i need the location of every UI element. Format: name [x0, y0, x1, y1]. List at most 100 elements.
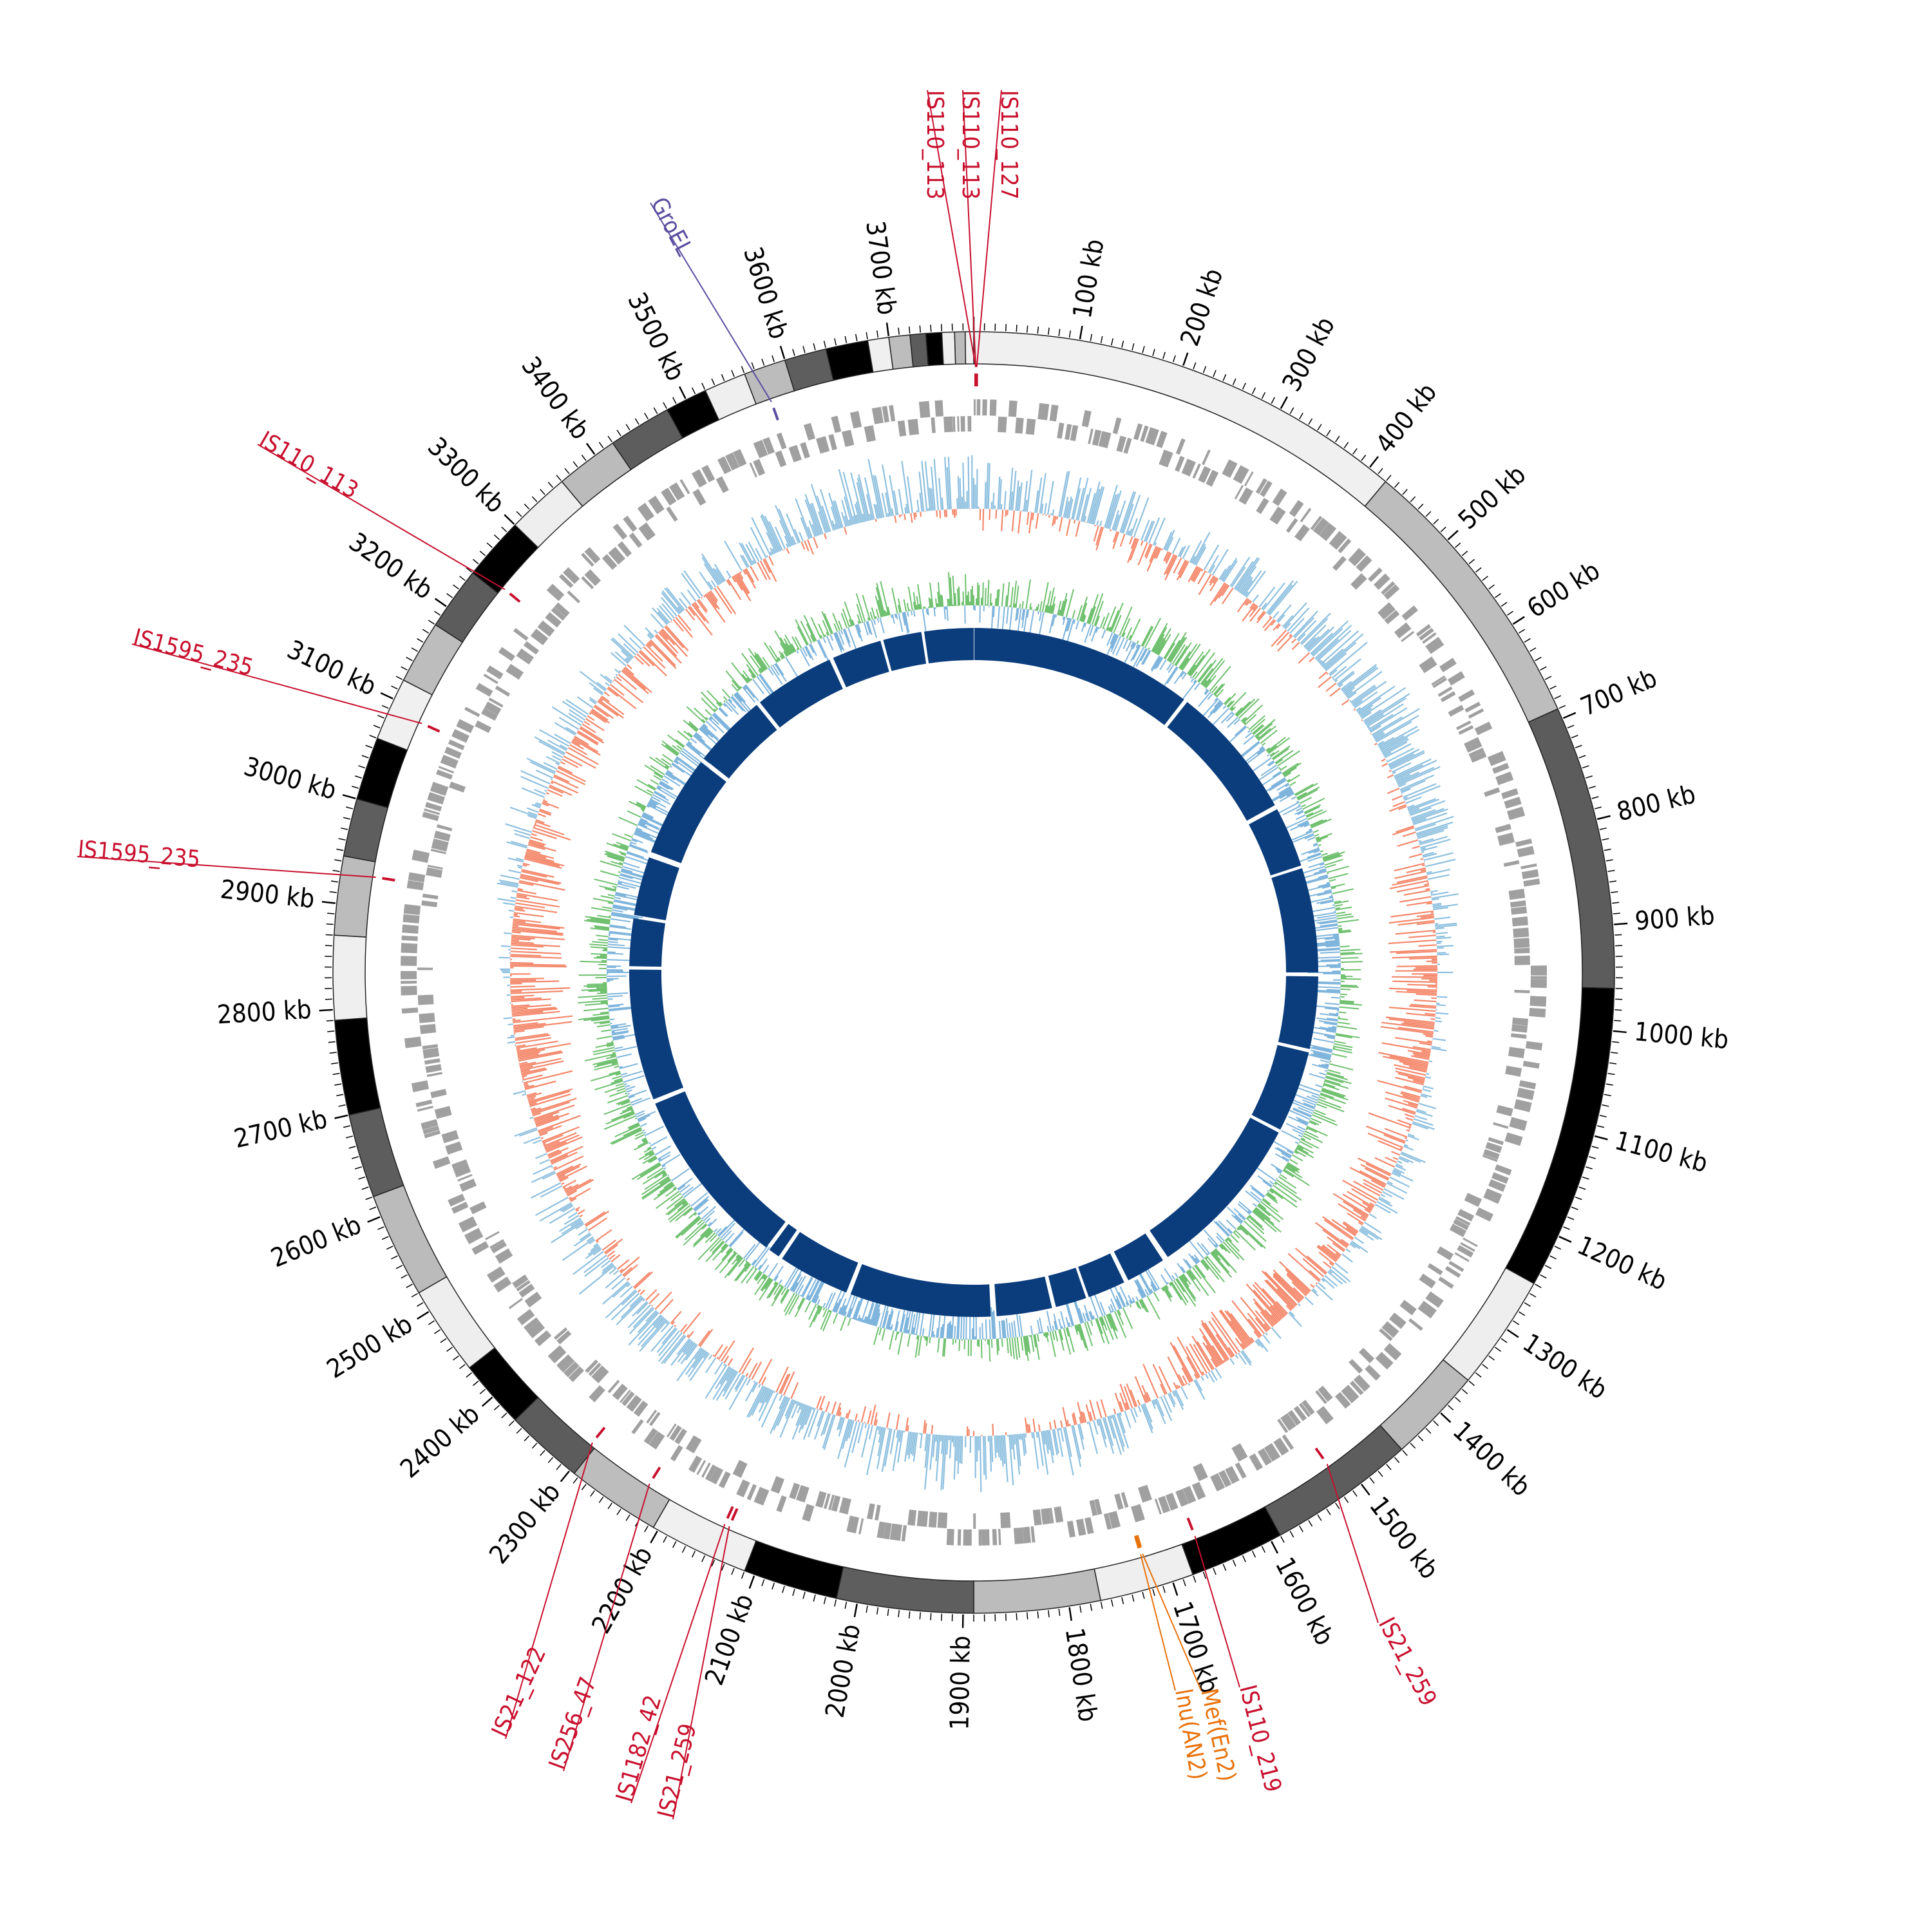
minor-tick	[1535, 656, 1542, 661]
major-tick	[321, 900, 336, 904]
blast-hit	[650, 762, 726, 864]
cds-feature	[458, 1216, 478, 1233]
cds-feature	[401, 943, 418, 954]
cds-feature	[1488, 1137, 1504, 1146]
cds-feature	[1358, 1347, 1375, 1363]
minor-tick	[1571, 1206, 1578, 1210]
cds-feature	[401, 985, 417, 996]
tick-label: 2200 kb	[586, 1542, 658, 1638]
gc-content-below	[509, 509, 1438, 1437]
minor-tick	[358, 765, 366, 769]
cds-feature	[1519, 1080, 1537, 1090]
tick-label: 1000 kb	[1633, 1017, 1730, 1055]
cds-feature	[451, 1202, 469, 1214]
cds-feature	[1495, 824, 1511, 833]
minor-tick	[663, 1536, 667, 1543]
cds-feature	[897, 420, 907, 437]
blast-hit	[782, 1231, 858, 1293]
tick-label: 2500 kb	[322, 1309, 418, 1385]
cds-feature	[1368, 567, 1383, 582]
minor-tick	[607, 435, 612, 442]
tick-label: 1700 kb	[1167, 1598, 1224, 1697]
minor-tick	[329, 1052, 337, 1054]
cds-feature	[434, 1106, 452, 1119]
cds-feature	[1264, 1443, 1281, 1462]
cds-feature	[1437, 686, 1453, 697]
cds-feature	[931, 417, 936, 433]
minor-tick	[1495, 592, 1501, 598]
cds-feature	[623, 515, 638, 532]
minor-tick	[1289, 407, 1294, 414]
cds-feature	[1165, 1493, 1179, 1511]
cds-feature	[1513, 938, 1530, 949]
minor-tick	[547, 482, 554, 488]
cds-feature	[1041, 1508, 1052, 1525]
minor-tick	[598, 1496, 604, 1503]
major-tick	[380, 692, 393, 700]
cds-feature	[1154, 1499, 1162, 1515]
cds-feature	[1103, 1513, 1112, 1530]
gc-skew-negative	[606, 605, 1341, 1340]
cds-feature	[621, 1391, 635, 1406]
cds-feature	[438, 766, 455, 774]
minor-tick	[377, 715, 384, 719]
cds-feature	[1249, 1453, 1264, 1471]
cds-feature	[1482, 1154, 1498, 1162]
minor-tick	[1597, 1125, 1605, 1128]
blast-hit	[994, 1276, 1052, 1316]
minor-tick	[1544, 676, 1552, 680]
feature-mark	[772, 407, 779, 421]
cds-feature	[1495, 772, 1514, 786]
minor-tick	[1005, 1613, 1007, 1621]
cds-feature	[846, 1515, 860, 1533]
contig-segment	[573, 1447, 670, 1528]
cds-feature	[1431, 675, 1446, 686]
cds-feature	[1037, 402, 1050, 421]
contig-segment	[888, 334, 914, 370]
minor-tick	[516, 511, 522, 517]
cds-feature	[1508, 1046, 1525, 1059]
cds-feature	[1379, 1328, 1393, 1341]
cds-feature	[563, 567, 580, 584]
minor-tick	[1612, 902, 1620, 904]
cds-feature	[431, 838, 449, 852]
cds-feature	[513, 628, 529, 641]
cds-feature	[1008, 400, 1018, 417]
cds-feature	[746, 1484, 757, 1501]
cds-feature	[1427, 1263, 1443, 1276]
cds-feature	[889, 1523, 902, 1541]
minor-tick	[524, 1435, 530, 1441]
contig-segment	[973, 1568, 1102, 1614]
major-tick	[417, 1311, 430, 1320]
minor-tick	[1068, 330, 1071, 338]
minor-tick	[1193, 1575, 1197, 1583]
cds-feature	[1510, 900, 1526, 908]
cds-feature	[401, 971, 417, 980]
cds-feature	[1054, 1506, 1064, 1523]
cds-feature	[1070, 424, 1079, 441]
cds-feature	[554, 1327, 568, 1340]
cds-feature	[607, 1379, 620, 1394]
minor-tick	[472, 558, 479, 565]
minor-tick	[540, 1450, 545, 1456]
cds-feature	[1440, 691, 1456, 703]
feature-mark	[1135, 1535, 1142, 1548]
cds-feature	[1512, 1018, 1528, 1026]
cds-feature	[692, 489, 706, 506]
annotation-label: IS21_259	[1373, 1613, 1441, 1710]
cds-feature	[803, 422, 815, 440]
minor-tick	[1182, 1579, 1186, 1587]
minor-tick	[348, 1146, 356, 1149]
cds-feature	[957, 1529, 961, 1546]
minor-tick	[1005, 324, 1007, 332]
cds-feature	[1422, 632, 1437, 644]
tick-label: 100 kb	[1068, 237, 1110, 321]
minor-tick	[876, 330, 879, 338]
minor-tick	[1524, 1302, 1531, 1307]
minor-tick	[472, 1380, 479, 1387]
minor-tick	[466, 1372, 472, 1378]
cds-feature	[1013, 1527, 1024, 1544]
minor-tick	[1611, 1052, 1618, 1054]
minor-tick	[329, 891, 337, 893]
annotation-leader	[1194, 1535, 1240, 1688]
